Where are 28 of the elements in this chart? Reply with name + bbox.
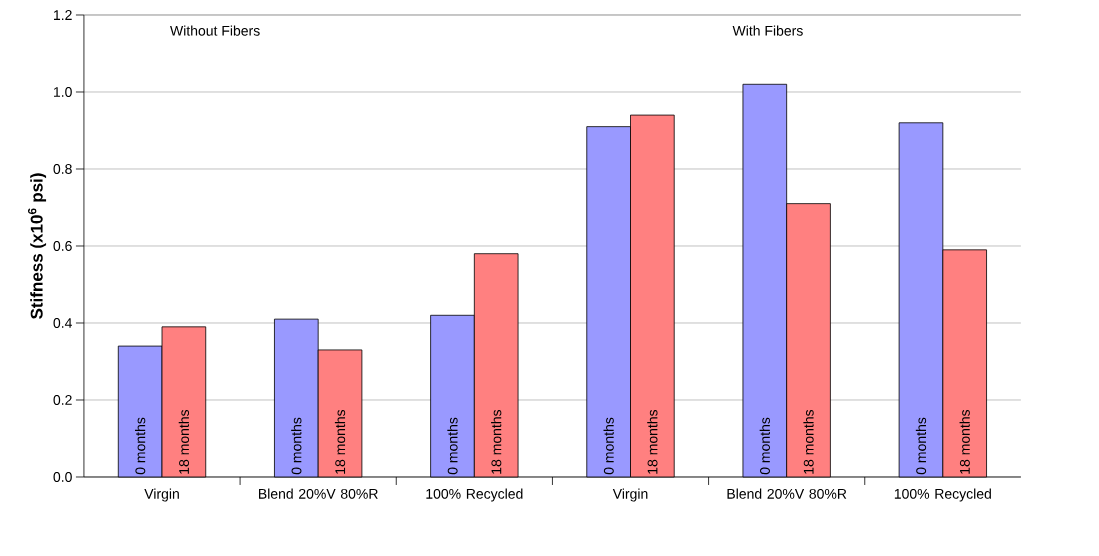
series-label: 18 months	[178, 409, 190, 474]
y-axis-title: Stifness (x10$^{6}$ psi)	[27, 173, 47, 319]
y-tick-label: 0.4	[53, 318, 72, 328]
annotation: With Fibers	[732, 25, 803, 36]
y-tick-label: 1.2	[54, 10, 72, 20]
text: 18 months	[334, 409, 346, 474]
text: 0 months	[915, 417, 927, 475]
y-tick-label: 0.0	[53, 472, 72, 482]
x-tick-label: 100% Recycled	[894, 488, 991, 502]
x-tick-label: Virgin	[612, 488, 648, 502]
series-label: 0 months	[135, 417, 146, 475]
y-tick-label: 1.0	[54, 87, 72, 97]
text: 0 months	[447, 417, 458, 475]
x-tick-label: Blend 20%V 80%R	[259, 488, 378, 499]
text: 0 months	[759, 417, 770, 475]
text: 0 months	[603, 417, 614, 475]
x-tick-label: 100% Recycled	[426, 488, 523, 502]
y-tick-label: 0.2	[53, 395, 72, 405]
text: 18 months	[803, 409, 814, 474]
y-tick-label: 0.6	[53, 241, 72, 251]
text: 18 months	[491, 409, 502, 474]
y-tick-label: 0.8	[53, 164, 72, 174]
annotation: Without Fibers	[170, 25, 260, 36]
x-tick-label: Blend 20%V 80%R	[727, 488, 847, 499]
text: 18 months	[959, 409, 970, 474]
text: 18 months	[647, 409, 658, 474]
x-tick-label: Virgin	[144, 488, 179, 502]
text: 0 months	[291, 417, 302, 475]
